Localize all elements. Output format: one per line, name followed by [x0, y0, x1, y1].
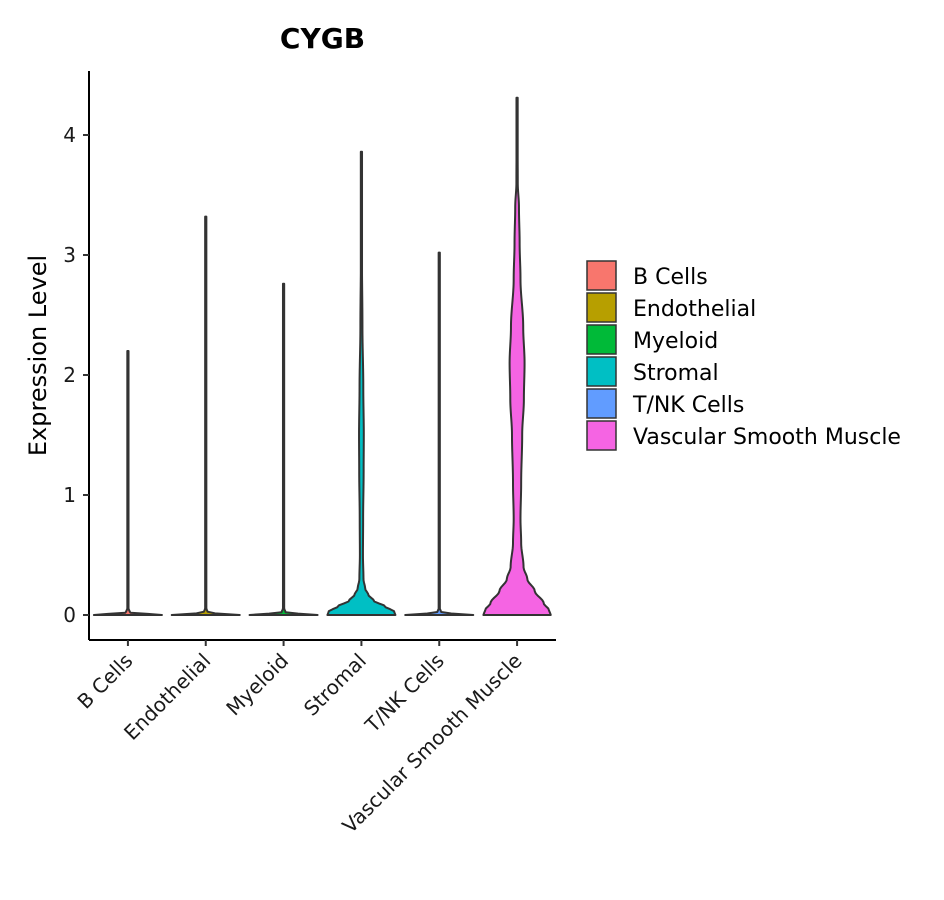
x-tick-label: Stromal: [299, 649, 371, 721]
violin-stromal: [326, 150, 397, 616]
legend-swatch: [586, 420, 617, 451]
y-tick-label: 4: [63, 123, 76, 147]
chart-title: CYGB: [280, 22, 365, 55]
y-tick-label: 0: [63, 603, 76, 627]
legend-label: Stromal: [633, 361, 719, 386]
y-tick-label: 3: [63, 243, 76, 267]
violins-group: [92, 96, 552, 616]
legend-swatch: [586, 356, 617, 387]
violin-vascular-smooth-muscle: [482, 96, 552, 616]
x-tick-label: B Cells: [72, 649, 137, 714]
legend-label: B Cells: [633, 265, 708, 290]
y-axis-title: Expression Level: [24, 255, 52, 456]
legend-label: Endothelial: [633, 297, 756, 322]
legend-swatch: [586, 260, 617, 291]
legend-label: T/NK Cells: [632, 393, 744, 418]
x-tick-label: Myeloid: [221, 649, 293, 721]
violin-t-nk-cells: [404, 251, 475, 616]
legend-label: Vascular Smooth Muscle: [633, 425, 901, 450]
legend: B Cells Endothelial Myeloid Stromal T/NK Cel…: [586, 260, 901, 451]
legend-swatch: [586, 292, 617, 323]
violin-b-cells: [92, 350, 163, 616]
legend-swatch: [586, 324, 617, 355]
violin-myeloid: [248, 282, 319, 616]
legend-swatch: [586, 388, 617, 419]
y-tick-label: 1: [63, 483, 76, 507]
legend-label: Myeloid: [633, 329, 718, 354]
violin-endothelial: [170, 215, 241, 616]
y-tick-label: 2: [63, 363, 76, 387]
